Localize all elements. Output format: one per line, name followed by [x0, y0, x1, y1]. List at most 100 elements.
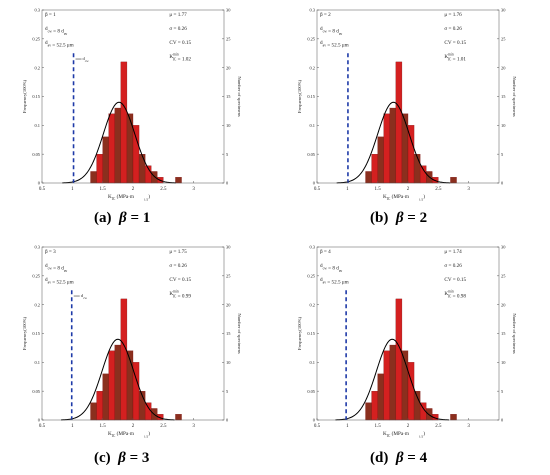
caption-eq: = 3 — [129, 450, 150, 466]
y-tick-label-right: 25 — [226, 36, 231, 41]
y-tick-label-left: 0.3 — [310, 245, 316, 250]
stats-left-line: dav = 52.5 μm — [45, 277, 74, 285]
y-tick-label-right: 30 — [226, 245, 231, 250]
y-tick-label-left: 0 — [38, 181, 41, 186]
y-tick-label-right: 10 — [501, 360, 506, 365]
caption-letter: (c) — [94, 450, 111, 466]
y-tick-label-right: 5 — [501, 389, 504, 394]
x-tick-label: 2 — [132, 187, 135, 192]
y-tick-label-right: 15 — [501, 331, 506, 336]
histogram-bar — [90, 171, 97, 184]
stats-right-line: Kmin IC = 1.01 — [444, 52, 466, 62]
x-tick-label: 1.5 — [375, 424, 382, 429]
y-tick-label-right: 10 — [226, 123, 231, 128]
histogram-bars — [365, 61, 457, 184]
histogram-bar — [151, 171, 158, 184]
stats-right-line: CV = 0.15 — [444, 277, 466, 283]
histogram-bar — [114, 344, 122, 421]
chart-panel-c: dcw 0.5 1 1.5 2 2.5 3 0 0.05 0.1 0.15 0.2 0.25 0.3 0 5 1… — [0, 237, 275, 474]
histogram-bar — [389, 344, 397, 421]
y-tick-label-left: 0.2 — [35, 302, 41, 307]
y-tick-label-left: 0.1 — [310, 360, 316, 365]
y-axis-label-left: Frequency(100%) — [297, 79, 302, 113]
histogram-bar — [90, 402, 97, 421]
caption-d: (d) β = 4 — [370, 450, 427, 467]
stats-right-line: σ = 0.26 — [169, 26, 187, 32]
normal-fit-curve — [335, 338, 450, 421]
y-tick-label-left: 0 — [313, 418, 316, 423]
y-tick-label-right: 5 — [501, 152, 504, 157]
stats-right-line: Kmin IC = 0.99 — [169, 289, 191, 299]
threshold-label: dcw — [83, 56, 90, 63]
caption-letter: (a) — [94, 210, 112, 226]
y-tick-label-left: 0.25 — [307, 273, 315, 278]
histogram-bar — [108, 113, 115, 184]
stats-left-line: β = 3 — [45, 249, 56, 255]
histogram-bar — [102, 136, 109, 184]
x-tick-label: 2.5 — [435, 424, 442, 429]
stats-left-line: β = 1 — [45, 12, 56, 18]
x-tick-label: 3 — [192, 424, 195, 429]
caption-letter: (b) — [370, 210, 389, 226]
histogram-bar — [138, 154, 146, 184]
y-tick-label-left: 0.15 — [307, 94, 315, 99]
y-axis-label-left: Frequency(100%) — [297, 316, 302, 350]
y-tick-label-right: 20 — [226, 302, 231, 307]
histogram-bars — [90, 298, 182, 421]
stats-left-line: dcw = 8 dav — [45, 26, 67, 36]
x-tick-label: 2.5 — [160, 424, 167, 429]
y-tick-label-left: 0.05 — [307, 152, 315, 157]
y-tick-label-right: 20 — [501, 65, 506, 70]
x-axis-label: KIC (MPa·m 1/2) — [108, 193, 150, 202]
y-tick-label-right: 25 — [501, 36, 506, 41]
y-tick-label-left: 0.25 — [32, 273, 40, 278]
caption-eq: = 2 — [407, 210, 428, 226]
y-tick-label-right: 25 — [226, 273, 231, 278]
y-tick-label-left: 0.1 — [35, 123, 41, 128]
caption-a: (a) β = 1 — [94, 210, 150, 227]
y-tick-label-right: 20 — [226, 65, 231, 70]
y-tick-label-left: 0.1 — [310, 123, 316, 128]
y-tick-label-right: 30 — [226, 8, 231, 13]
y-axis-label-right: Number of specimens — [512, 313, 517, 354]
y-tick-label-left: 0.2 — [310, 302, 316, 307]
caption-letter: (d) — [370, 450, 389, 466]
threshold-label: dcw — [81, 293, 88, 300]
y-tick-label-left: 0.2 — [310, 65, 316, 70]
y-tick-label-right: 5 — [226, 152, 229, 157]
stats-right-line: CV = 0.15 — [444, 40, 466, 46]
stats-left-line: dav = 52.5 μm — [45, 40, 74, 48]
caption-c: (c) β = 3 — [94, 450, 149, 467]
histogram-bar — [132, 125, 140, 184]
y-tick-label-right: 10 — [226, 360, 231, 365]
x-tick-label: 0.5 — [39, 424, 46, 429]
y-tick-label-right: 0 — [501, 418, 504, 423]
y-tick-label-left: 0.15 — [307, 331, 315, 336]
x-tick-label: 2 — [407, 424, 410, 429]
histogram-bar — [96, 154, 103, 184]
histogram-bar — [144, 402, 152, 421]
chart-d: 0.5 1 1.5 2 2.5 300.050.10.150.20.250.3051015… — [297, 245, 517, 439]
histogram-bar — [120, 298, 128, 421]
y-tick-label-left: 0 — [38, 418, 41, 423]
x-tick-label: 2 — [132, 424, 135, 429]
x-tick-label: 2 — [407, 187, 410, 192]
x-axis-label: KIC (MPa·m 1/2) — [383, 193, 425, 202]
chart-panel-b: 0.5 1 1.5 2 2.5 3 0 0.05 0.1 0.15 0.2 0.25 0.3 0 5 10 15… — [275, 0, 550, 237]
stats-right-line: CV = 0.15 — [169, 277, 191, 283]
histogram-bar — [175, 414, 182, 421]
stats-right-line: μ = 1.75 — [169, 249, 187, 255]
chart-panel-a: dcw 0.5 1 1.5 2 2.5 3 0 0.05 0.1 0.15 0.2 0.25 0.3 0 5 1… — [0, 0, 275, 237]
stats-right-line: μ = 1.77 — [169, 12, 187, 18]
x-tick-label: 1.5 — [100, 424, 107, 429]
x-tick-label: 1.5 — [375, 187, 382, 192]
stats-left-line: β = 2 — [320, 12, 331, 18]
stats-left-line: dcw = 8 dav — [320, 26, 342, 36]
y-tick-label-right: 10 — [501, 123, 506, 128]
y-tick-label-left: 0.15 — [32, 94, 40, 99]
histogram-bar — [383, 113, 390, 184]
stats-left-line: β = 4 — [320, 249, 331, 255]
histogram-bar — [419, 165, 427, 184]
x-axis-label: KIC (MPa·m 1/2) — [108, 430, 150, 439]
